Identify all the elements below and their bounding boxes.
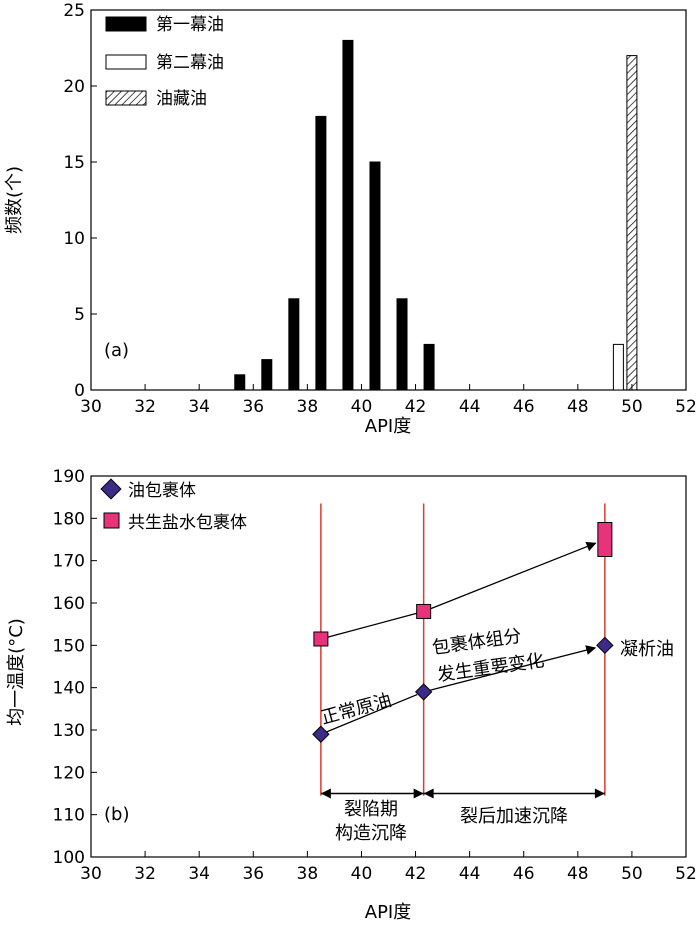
panel-b-y-tick-label: 140 [53, 679, 85, 699]
legend-label-brine-inclusion: 共生盐水包裹体 [128, 513, 247, 533]
legend-swatch-first-oil [105, 16, 147, 32]
panel-b-x-tick-label: 52 [675, 864, 697, 884]
panel-b-x-tick-label: 44 [459, 864, 481, 884]
bar-series-1 [423, 343, 435, 391]
oil-inclusion-point [312, 725, 330, 743]
annotation-normal-crude: 正常原油 [319, 690, 394, 729]
period-arrow-head-left-2 [423, 788, 434, 799]
bar-series-1 [234, 374, 246, 391]
panel-b-points [312, 522, 614, 743]
panel-b-x-tick-label: 48 [567, 864, 589, 884]
period-arrow-head-left-1 [320, 788, 331, 799]
panel-a-y-tick-label: 5 [74, 305, 85, 325]
legend-label-oil-inclusion: 油包裹体 [128, 481, 196, 501]
panel-b-y-tick-label: 160 [53, 594, 85, 614]
panel-a-x-tick-label: 46 [513, 397, 535, 417]
panel-a-y-tick-label: 25 [63, 1, 85, 21]
bar-series-2 [612, 343, 624, 391]
panel-b-x-tick-label: 46 [513, 864, 535, 884]
panel-b-trend-arrows [320, 541, 597, 735]
panel-a-y-tick-label: 10 [63, 229, 85, 249]
panel-b-x-axis-title: API度 [365, 902, 411, 922]
trend-segment-series-1 [320, 693, 418, 735]
bar-series-1 [315, 115, 327, 391]
panel-a-x-tick-label: 52 [675, 397, 697, 417]
panel-b-x-tick-label: 38 [297, 864, 319, 884]
oil-inclusion-point [414, 683, 433, 701]
panel-a-x-tick-label: 38 [297, 397, 319, 417]
brine-inclusion-point [416, 603, 432, 619]
panel-a-y-tick-label: 15 [63, 153, 85, 173]
panel-a: 30 32 34 36 38 40 42 44 46 48 50 52 0 5 10 15 20 25 (a) A… [4, 1, 697, 437]
panel-a-y-axis-title: 频数(个) [4, 166, 25, 234]
panel-b-y-axis-title: 均一温度(°C) [6, 618, 27, 726]
panel-b-y-tick-label: 180 [53, 509, 85, 529]
brine-inclusion-point [597, 522, 613, 557]
trend-segment-series-1 [423, 645, 597, 693]
panel-a-bars [234, 39, 638, 391]
panel-b-x-tick-label: 30 [80, 864, 102, 884]
panel-a-x-tick-label: 36 [242, 397, 264, 417]
panel-a-x-tick-label: 32 [134, 397, 156, 417]
period-arrow-head-right-2 [594, 788, 605, 799]
panel-b-x-tick-label: 40 [351, 864, 373, 884]
bar-series-3 [626, 55, 638, 391]
legend-marker-oil-inclusion [100, 478, 122, 500]
panel-a-axes: 30 32 34 36 38 40 42 44 46 48 50 52 0 5 10 15 20 25 [63, 1, 696, 417]
panel-a-x-tick-label: 48 [567, 397, 589, 417]
panel-b-x-tick-label: 50 [621, 864, 643, 884]
legend-label-second-oil: 第二幕油 [156, 53, 224, 73]
panel-a-x-axis-title: API度 [365, 416, 411, 437]
annotation-rift-period: 裂陷期 [344, 799, 398, 820]
annotation-postrift-subsidence: 裂后加速沉降 [460, 806, 568, 827]
annotation-condensate: 凝析油 [620, 639, 674, 660]
panel-a-y-tick-label: 20 [63, 77, 85, 97]
panel-b-period-arrows [320, 788, 605, 799]
panel-b-y-tick-label: 100 [53, 848, 85, 868]
panel-b-y-tick-label: 190 [53, 467, 85, 487]
legend-marker-brine-inclusion [103, 512, 120, 529]
legend-label-reservoir-oil: 油藏油 [156, 89, 207, 109]
bar-series-1 [396, 298, 408, 391]
panel-a-x-tick-label: 42 [405, 397, 427, 417]
panel-b-label: (b) [104, 804, 129, 825]
panel-b-y-tick-label: 130 [53, 721, 85, 741]
panel-b-y-tick-label: 170 [53, 552, 85, 572]
trend-segment-series-2 [320, 612, 418, 640]
brine-inclusion-point [313, 631, 329, 647]
panel-b-x-tick-label: 42 [405, 864, 427, 884]
panel-b-legend: 油包裹体 共生盐水包裹体 [100, 478, 247, 533]
bar-series-1 [288, 298, 300, 391]
bar-series-1 [342, 39, 354, 391]
annotation-tectonic-subsidence: 构造沉降 [335, 823, 407, 844]
legend-swatch-reservoir-oil [105, 90, 147, 106]
oil-inclusion-point [596, 636, 614, 655]
panel-a-x-tick-label: 50 [621, 397, 643, 417]
panel-a-x-tick-label: 40 [351, 397, 373, 417]
panel-b-x-tick-label: 34 [188, 864, 210, 884]
panel-b-x-tick-label: 36 [242, 864, 264, 884]
bar-series-1 [261, 359, 273, 391]
panel-b-y-tick-label: 120 [53, 763, 85, 783]
panel-a-y-tick-label: 0 [74, 381, 85, 401]
period-arrow-head-right-1 [413, 788, 424, 799]
panel-a-x-tick-label: 30 [80, 397, 102, 417]
legend-swatch-second-oil [105, 54, 147, 70]
legend-label-first-oil: 第一幕油 [156, 15, 224, 35]
panel-b-plot-frame [90, 475, 687, 858]
panel-b-y-tick-label: 110 [53, 806, 85, 826]
bar-series-1 [369, 161, 381, 391]
trend-segment-series-2 [423, 541, 597, 613]
panel-b-axes: 30 32 34 36 38 40 42 44 46 48 50 52 100 110 120 130 140 1… [53, 467, 697, 884]
panel-b-x-tick-label: 32 [134, 864, 156, 884]
panel-a-x-tick-label: 44 [459, 397, 481, 417]
panel-b-y-tick-label: 150 [53, 636, 85, 656]
panel-a-plot-frame [90, 9, 687, 391]
panel-b: 30 32 34 36 38 40 42 44 46 48 50 52 100 110 120 130 140 1… [6, 467, 697, 923]
panel-a-x-tick-label: 34 [188, 397, 210, 417]
panel-a-legend: 第一幕油 第二幕油 油藏油 [105, 15, 224, 109]
panel-a-label: (a) [104, 340, 129, 361]
